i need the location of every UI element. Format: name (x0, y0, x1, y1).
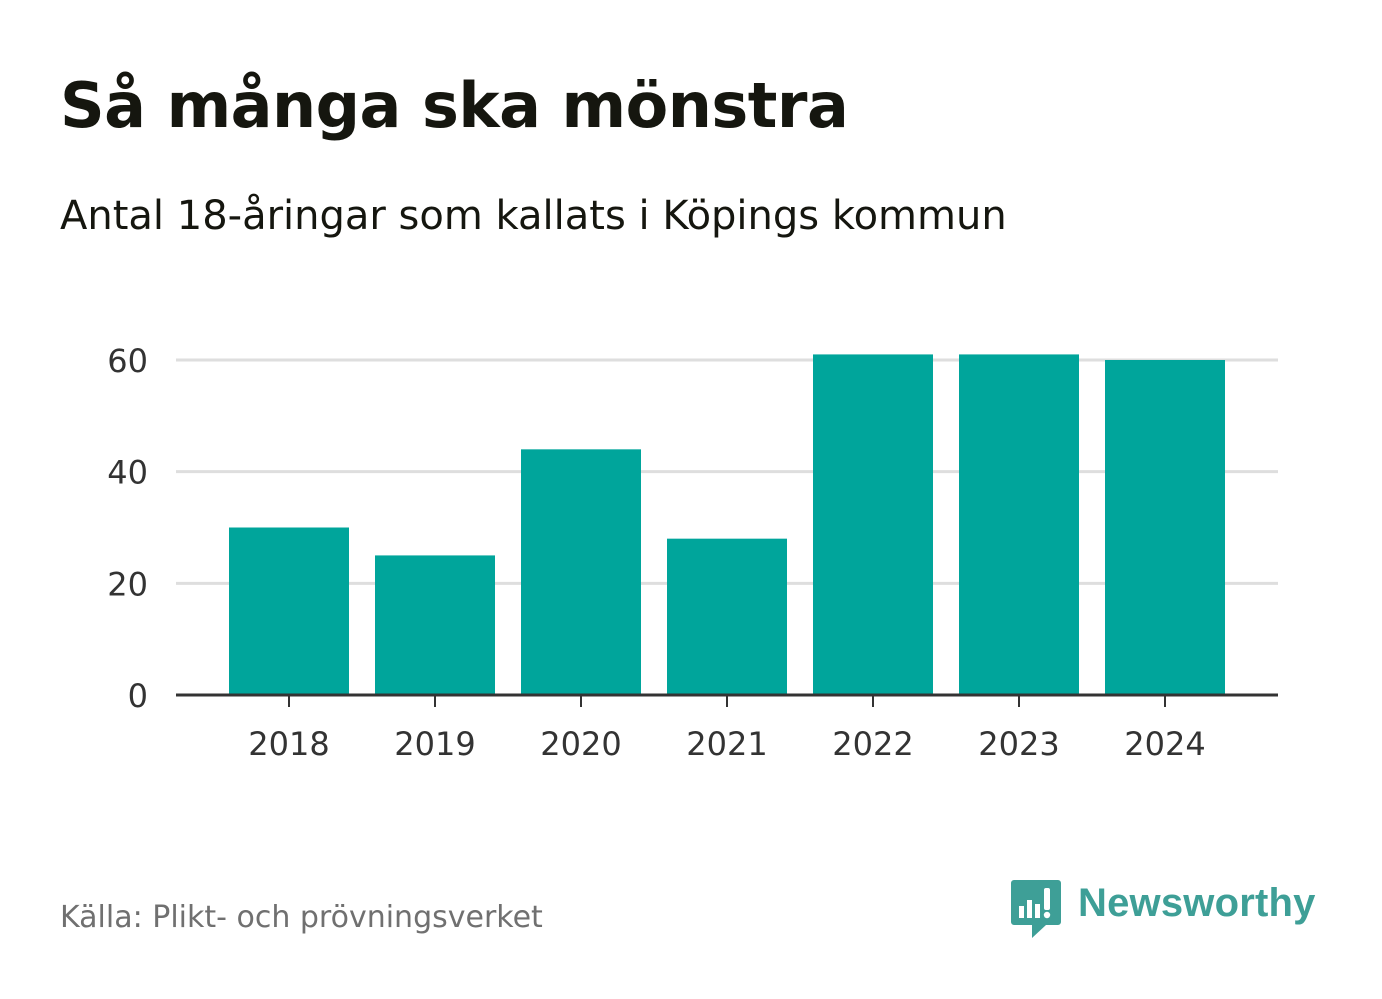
y-tick-label: 20 (107, 565, 148, 603)
newsworthy-logo: Newsworthy (1010, 878, 1316, 940)
x-tick-label: 2024 (1124, 725, 1205, 763)
bar-2024 (1105, 360, 1225, 695)
y-tick-label: 60 (107, 342, 148, 380)
x-tick-label: 2023 (978, 725, 1059, 763)
chart-title: Så många ska mönstra (60, 69, 849, 142)
source-note: Källa: Plikt- och prövningsverket (60, 900, 543, 935)
newsworthy-logo-icon (1011, 880, 1061, 938)
bar-2018 (229, 527, 349, 695)
x-tick-label: 2022 (832, 725, 913, 763)
bar-2020 (521, 449, 641, 695)
bar-2022 (813, 354, 933, 695)
brand-name: Newsworthy (1078, 881, 1316, 925)
bar-chart: 0 20 40 60 2018 2019 2020 2021 2022 2023 2024 (107, 342, 1278, 763)
y-axis-ticks: 0 20 40 60 (107, 342, 148, 715)
x-tick-label: 2020 (540, 725, 621, 763)
bars (229, 354, 1225, 695)
bar-2021 (667, 538, 787, 695)
y-tick-label: 40 (107, 454, 148, 492)
x-tick-label: 2019 (394, 725, 475, 763)
chart-subtitle: Antal 18-åringar som kallats i Köpings k… (60, 193, 1007, 239)
x-axis-ticks: 2018 2019 2020 2021 2022 2023 2024 (248, 695, 1206, 763)
x-tick-label: 2021 (686, 725, 767, 763)
y-tick-label: 0 (128, 677, 148, 715)
bar-2019 (375, 555, 495, 695)
bar-2023 (959, 354, 1079, 695)
x-tick-label: 2018 (248, 725, 329, 763)
